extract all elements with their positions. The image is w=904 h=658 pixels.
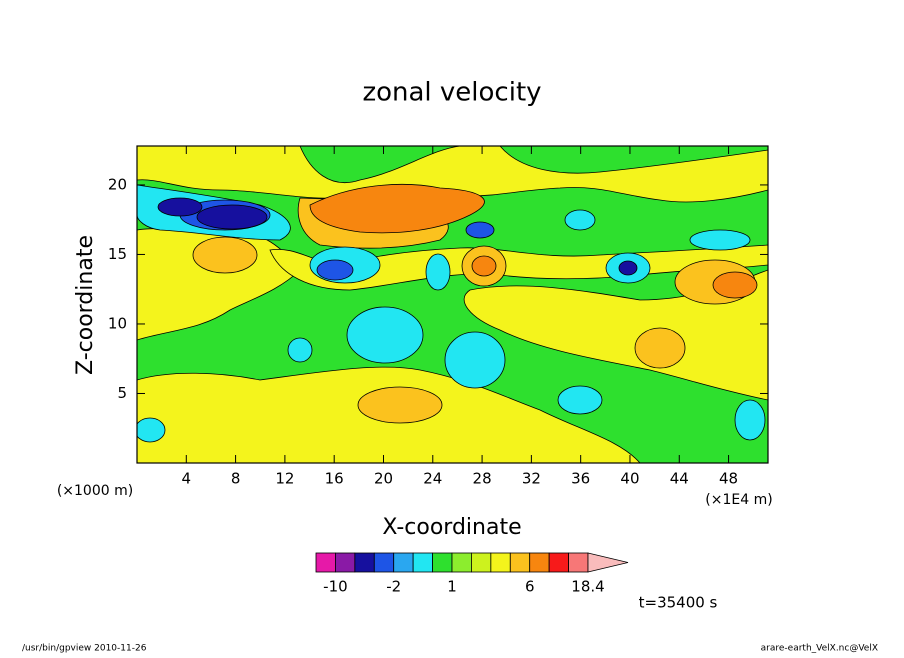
x-tick-label: 12 xyxy=(275,470,294,488)
contour-region xyxy=(471,255,497,277)
contour-region xyxy=(287,337,313,363)
contour-region xyxy=(316,259,354,281)
plot-frame xyxy=(136,145,769,464)
contour-region xyxy=(463,269,768,401)
contour-region xyxy=(309,184,485,234)
colorbar-label: -10 xyxy=(323,578,348,596)
colorbar-segment xyxy=(315,552,336,573)
y-axis-label: Z-coordinate xyxy=(73,235,98,375)
x-tick-label: 4 xyxy=(182,470,192,488)
colorbar-extension xyxy=(587,552,629,573)
colorbar-segment xyxy=(568,552,589,573)
time-label: t=35400 s xyxy=(639,594,718,612)
x-unit: (×1E4 m) xyxy=(705,492,772,508)
y-tick-label: 15 xyxy=(108,245,127,263)
colorbar-segment xyxy=(373,552,395,573)
contour-region xyxy=(192,236,258,274)
colorbar-label: 18.4 xyxy=(571,578,604,596)
contour-region xyxy=(689,229,751,251)
y-unit: (×1000 m) xyxy=(57,483,133,499)
colorbar-label: -2 xyxy=(386,578,401,596)
x-tick-label: 24 xyxy=(423,470,442,488)
contour-region xyxy=(444,331,506,389)
x-tick-label: 16 xyxy=(325,470,344,488)
contour-region xyxy=(346,306,424,364)
y-tick-label: 10 xyxy=(108,314,127,332)
contour-region xyxy=(465,221,495,239)
contour-region xyxy=(196,204,268,230)
colorbar-segment xyxy=(548,552,569,573)
contour-region xyxy=(425,253,451,291)
colorbar-segment xyxy=(509,552,531,573)
colorbar-label: 1 xyxy=(447,578,457,596)
colorbar-segment xyxy=(471,552,492,573)
x-tick-label: 8 xyxy=(231,470,241,488)
colorbar-segment xyxy=(335,552,356,573)
y-tick-label: 5 xyxy=(117,384,127,402)
contour-region xyxy=(634,327,686,369)
contour-region xyxy=(137,146,768,203)
footer-left: /usr/bin/gpview 2010-11-26 xyxy=(22,644,147,654)
x-tick-label: 32 xyxy=(522,470,541,488)
colorbar-segment xyxy=(490,552,511,573)
contour-field xyxy=(137,146,768,463)
colorbar-segment xyxy=(432,552,453,573)
x-axis-label: X-coordinate xyxy=(382,515,521,540)
contour-region xyxy=(557,385,603,415)
x-tick-label: 40 xyxy=(620,470,639,488)
y-tick-label: 20 xyxy=(108,175,127,193)
contour-region xyxy=(157,197,203,217)
x-tick-label: 36 xyxy=(571,470,590,488)
contour-region xyxy=(734,399,766,441)
x-tick-label: 44 xyxy=(670,470,689,488)
x-tick-label: 20 xyxy=(374,470,393,488)
colorbar-segment xyxy=(393,552,414,573)
contour-region xyxy=(357,386,443,424)
colorbar-segment xyxy=(412,552,433,573)
colorbar-label: 6 xyxy=(525,578,535,596)
contour-region xyxy=(137,417,166,443)
contour-region xyxy=(564,209,596,231)
colorbar-segment xyxy=(354,552,375,573)
contour-region xyxy=(618,260,638,276)
x-tick-label: 48 xyxy=(719,470,738,488)
colorbar-segment xyxy=(451,552,472,573)
x-tick-label: 28 xyxy=(473,470,492,488)
footer-right: arare-earth_VelX.nc@VelX xyxy=(761,644,878,654)
contour-region xyxy=(712,271,758,299)
colorbar-segment xyxy=(529,552,550,573)
chart-title: zonal velocity xyxy=(362,78,541,108)
